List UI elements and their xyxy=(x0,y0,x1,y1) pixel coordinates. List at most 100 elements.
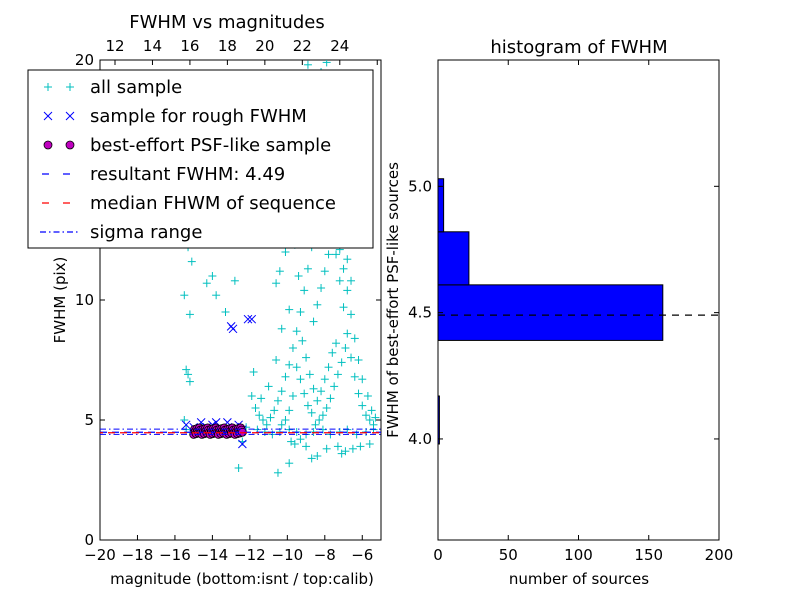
histogram-title: histogram of FWHM xyxy=(490,37,667,58)
scatter-title: FWHM vs magnitudes xyxy=(129,12,324,33)
all-sample-point xyxy=(343,329,352,338)
all-sample-point xyxy=(339,264,348,273)
histogram-x-axis-label: number of sources xyxy=(509,570,649,588)
all-sample-point xyxy=(343,255,352,264)
all-sample-point xyxy=(202,279,211,288)
all-sample-point xyxy=(362,411,371,420)
all-sample-point xyxy=(275,267,284,276)
all-sample-point xyxy=(367,406,376,415)
all-sample-point xyxy=(281,248,290,256)
all-sample-point xyxy=(296,375,305,384)
all-sample-point xyxy=(313,452,322,460)
legend: all sample sample for rough FWHM best-effo… xyxy=(27,69,374,249)
top-x-tick-label: 16 xyxy=(180,37,199,55)
all-sample-point xyxy=(281,372,290,381)
all-sample-point xyxy=(288,392,297,400)
all-sample-point xyxy=(333,442,342,451)
x-tick-label: −14 xyxy=(197,546,229,564)
all-sample-point xyxy=(347,276,356,285)
x-tick-label: 100 xyxy=(564,546,593,564)
all-sample-point xyxy=(270,406,279,415)
all-sample-point xyxy=(298,336,307,345)
y-tick-label: 4.0 xyxy=(408,430,432,448)
all-sample-point xyxy=(341,344,350,352)
all-sample-point xyxy=(354,389,363,398)
top-x-tick-label: 14 xyxy=(143,37,162,55)
all-sample-point xyxy=(266,413,275,422)
all-sample-point xyxy=(356,442,365,451)
all-sample-point xyxy=(337,358,346,367)
all-sample-point xyxy=(180,291,189,300)
all-sample-point xyxy=(300,389,309,398)
all-sample-point xyxy=(348,444,357,453)
legend-plus-icon xyxy=(66,83,74,91)
legend-cross-icon xyxy=(65,111,75,121)
scatter-x-axis-label: magnitude (bottom:isnt / top:calib) xyxy=(110,570,374,588)
all-sample-point xyxy=(311,420,320,429)
y-tick-label: 5.0 xyxy=(408,177,432,195)
all-sample-point xyxy=(315,416,324,424)
all-sample-point xyxy=(273,468,282,477)
all-sample-point xyxy=(335,276,344,285)
all-sample-point xyxy=(272,356,281,364)
x-tick-label: 200 xyxy=(705,546,734,564)
all-sample-point xyxy=(322,60,331,67)
all-sample-point xyxy=(251,404,260,412)
all-sample-point xyxy=(292,363,301,372)
rough-sample-point xyxy=(238,439,247,449)
all-sample-point xyxy=(285,459,294,468)
all-sample-point xyxy=(350,372,359,381)
all-sample-point xyxy=(309,317,318,326)
all-sample-point xyxy=(320,375,329,384)
all-sample-point xyxy=(305,370,314,379)
top-x-tick-label: 18 xyxy=(218,37,237,55)
all-sample-point xyxy=(309,384,318,393)
all-sample-point xyxy=(302,353,311,362)
legend-entry: resultant FWHM: 4.49 xyxy=(40,164,285,185)
top-x-tick-label: 24 xyxy=(330,37,349,55)
all-sample-point xyxy=(303,60,312,69)
legend-entry: median FHWM of sequence xyxy=(40,193,336,214)
legend-label: sample for rough FWHM xyxy=(90,106,307,127)
all-sample-point xyxy=(337,449,346,458)
all-sample-point xyxy=(317,387,326,396)
legend-entry: sample for rough FWHM xyxy=(43,106,307,127)
legend-label: median FHWM of sequence xyxy=(90,193,336,214)
all-sample-point xyxy=(277,420,286,429)
rough-sample-point xyxy=(181,420,191,430)
all-sample-point xyxy=(307,408,316,417)
all-sample-point xyxy=(296,308,305,316)
all-sample-point xyxy=(365,416,374,424)
top-x-tick-label: 12 xyxy=(105,37,124,55)
all-sample-point xyxy=(358,375,367,384)
all-sample-point xyxy=(303,264,312,273)
all-sample-point xyxy=(285,406,294,415)
scatter-y-axis-label: FWHM (pix) xyxy=(51,257,69,344)
histogram-y-axis-label: FWHM of best-effort PSF-like sources xyxy=(384,162,402,438)
legend-circle-icon xyxy=(65,140,75,150)
legend-entry: all sample xyxy=(44,77,182,98)
rough-sample-point xyxy=(243,314,253,324)
all-sample-point xyxy=(324,250,333,259)
all-sample-point xyxy=(317,284,326,292)
x-tick-label: −12 xyxy=(234,546,266,564)
y-tick-label: 5 xyxy=(84,411,94,429)
legend-items: all sample sample for rough FWHM best-effo… xyxy=(40,77,336,243)
all-sample-point xyxy=(313,300,322,309)
x-tick-label: −20 xyxy=(84,546,116,564)
all-sample-point xyxy=(332,339,341,348)
all-sample-point xyxy=(187,257,196,266)
all-sample-point xyxy=(313,396,322,405)
all-sample-point xyxy=(272,279,281,288)
y-tick-label: 4.5 xyxy=(408,304,432,322)
all-sample-point xyxy=(208,272,217,280)
histogram-ticks: 0 50 100 150 200 4.0 4.5 5.0 xyxy=(408,60,733,564)
all-sample-point xyxy=(281,416,290,424)
legend-entry: best-effort PSF-like sample xyxy=(43,135,331,156)
all-sample-point xyxy=(322,444,331,453)
all-sample-point xyxy=(350,334,359,343)
all-sample-point xyxy=(307,454,316,463)
legend-label: all sample xyxy=(90,77,182,98)
